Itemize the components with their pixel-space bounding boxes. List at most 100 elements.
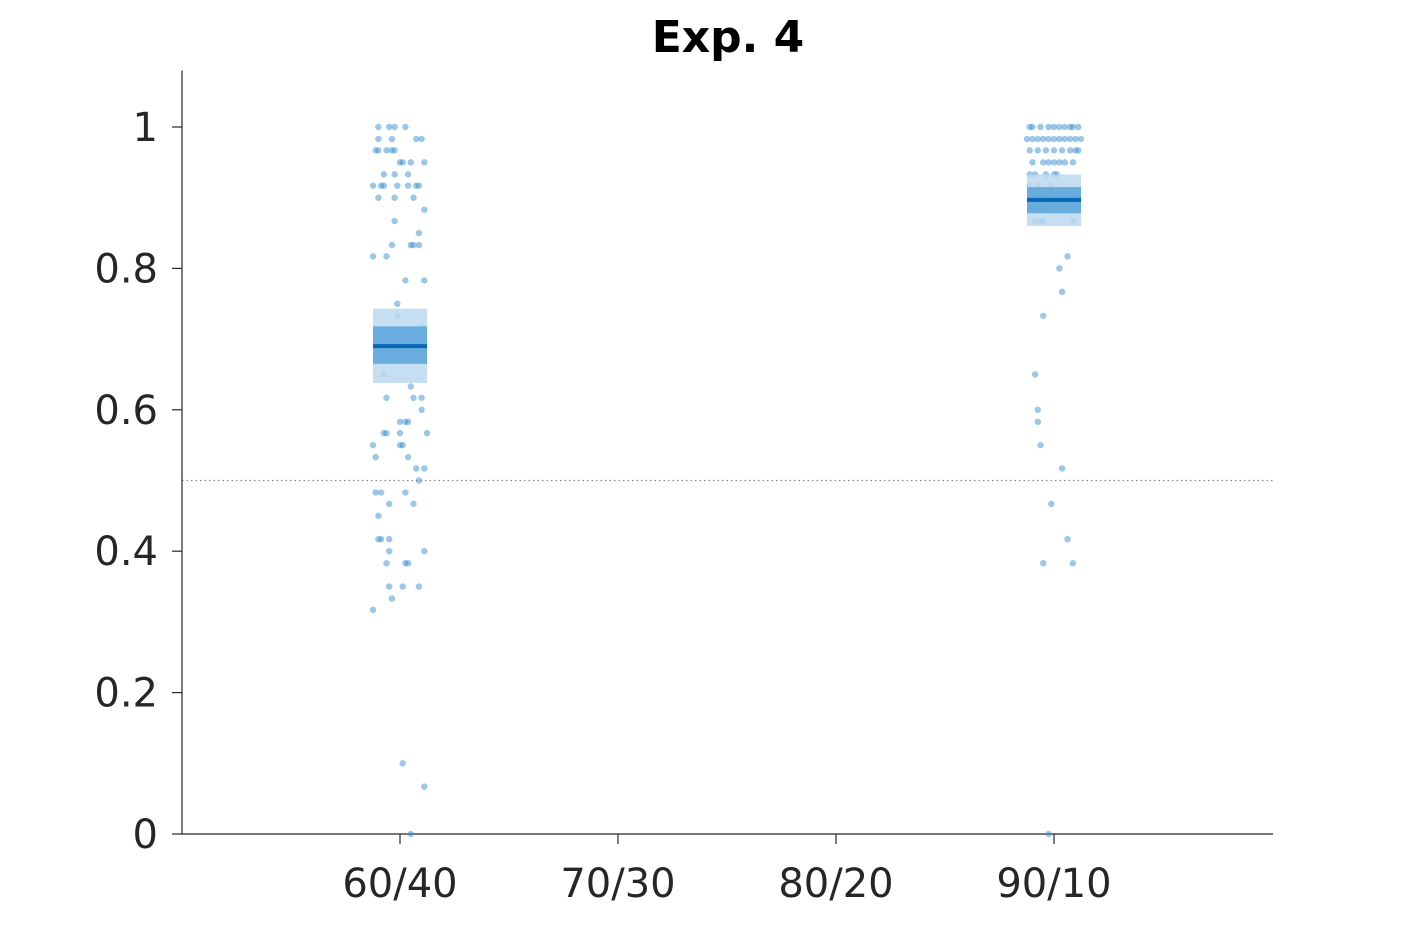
data-point (1061, 135, 1069, 143)
data-point (375, 135, 382, 143)
data-point (1069, 123, 1077, 131)
data-point (402, 489, 409, 496)
data-point (1058, 288, 1066, 295)
chart-title: Exp. 4 (652, 12, 805, 63)
data-point (410, 241, 417, 249)
data-point (1045, 123, 1052, 131)
data-point (369, 441, 377, 449)
data-point (1026, 147, 1033, 154)
data-point (383, 429, 390, 437)
y-tick-label: 1 (133, 105, 158, 151)
data-point (415, 477, 423, 484)
y-tick-label: 0.6 (94, 388, 158, 434)
data-point (404, 418, 412, 426)
data-point (391, 147, 398, 154)
data-point (407, 830, 414, 838)
data-point (421, 465, 428, 472)
data-point (383, 394, 390, 401)
data-point (407, 383, 414, 390)
data-point (410, 194, 417, 201)
data-point (391, 217, 398, 225)
data-point (404, 453, 412, 461)
data-point (421, 159, 428, 166)
data-point (386, 583, 393, 590)
data-point (410, 500, 417, 508)
data-point (415, 241, 423, 249)
y-tick-label: 0.4 (94, 529, 158, 575)
data-point (1034, 135, 1042, 143)
data-point (391, 171, 398, 178)
data-point (1045, 159, 1052, 166)
data-point (421, 783, 428, 790)
data-point (1072, 135, 1079, 143)
x-tick-label: 80/20 (778, 861, 893, 907)
data-point (415, 229, 423, 237)
data-point (1056, 159, 1063, 166)
data-point (415, 583, 423, 590)
data-point (369, 253, 377, 260)
data-point (394, 300, 401, 307)
data-point (1034, 406, 1042, 413)
data-point (1064, 253, 1071, 260)
data-point (386, 500, 393, 508)
data-point (1040, 312, 1047, 319)
x-tick-label: 60/40 (342, 861, 457, 907)
data-point (421, 548, 428, 555)
data-point (410, 394, 417, 401)
data-point (404, 171, 412, 178)
data-point (1031, 371, 1039, 378)
data-point (1056, 265, 1063, 272)
data-point (1042, 147, 1050, 154)
data-point (372, 453, 379, 461)
data-point (1050, 135, 1058, 143)
data-point (369, 182, 377, 189)
data-point (1050, 123, 1058, 131)
data-point (399, 760, 406, 767)
data-point (1034, 418, 1042, 426)
data-point (372, 489, 379, 496)
data-point (1040, 159, 1047, 166)
data-point (1037, 123, 1044, 131)
data-point (413, 465, 420, 472)
data-point (413, 135, 420, 143)
data-point (402, 277, 409, 284)
data-point (388, 595, 396, 602)
data-point (1050, 159, 1058, 166)
data-point (421, 206, 428, 213)
data-point (1069, 159, 1077, 166)
data-point (1029, 159, 1036, 166)
data-point (1034, 147, 1042, 154)
x-tick-label: 90/10 (996, 861, 1111, 907)
data-point (396, 418, 404, 426)
data-point (1040, 135, 1047, 143)
data-point (399, 159, 406, 166)
data-point (383, 560, 390, 567)
data-point (407, 159, 414, 166)
y-tick-label: 0 (133, 812, 158, 858)
data-point (375, 194, 382, 201)
data-point (380, 171, 387, 178)
data-point (386, 535, 393, 543)
data-point (394, 182, 401, 189)
data-point (396, 429, 404, 437)
data-point (404, 182, 412, 189)
data-point (402, 123, 409, 131)
data-point (1077, 135, 1085, 143)
data-point (1045, 830, 1052, 838)
data-point (386, 123, 393, 131)
data-point (375, 147, 382, 154)
data-point (388, 135, 396, 143)
data-point (380, 182, 387, 189)
data-point (1045, 135, 1052, 143)
data-point (377, 489, 385, 496)
data-point (1056, 135, 1063, 143)
data-point (399, 583, 406, 590)
data-point (1048, 500, 1055, 508)
data-point (399, 441, 406, 449)
data-point (383, 253, 390, 260)
data-point (404, 560, 412, 567)
data-point (415, 182, 423, 189)
data-point (391, 194, 398, 201)
data-point (391, 123, 398, 131)
